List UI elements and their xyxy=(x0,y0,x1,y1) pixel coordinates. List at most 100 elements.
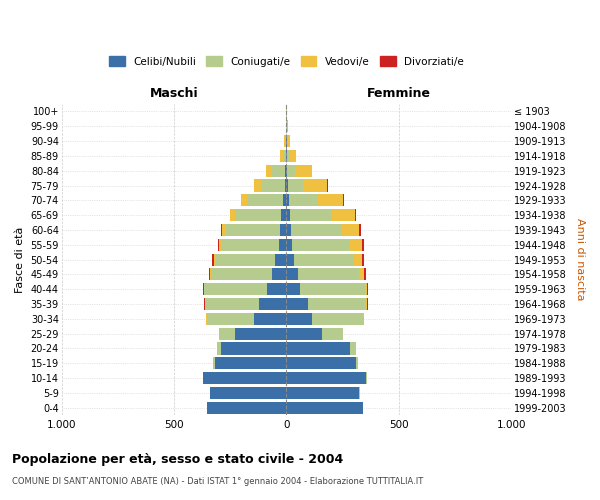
Bar xyxy=(355,209,356,222)
Bar xyxy=(210,387,286,399)
Bar xyxy=(204,283,205,296)
Bar xyxy=(286,357,356,370)
Bar xyxy=(221,224,223,236)
Bar xyxy=(280,224,286,236)
Text: COMUNE DI SANT’ANTONIO ABATE (NA) - Dati ISTAT 1° gennaio 2004 - Elaborazione TU: COMUNE DI SANT’ANTONIO ABATE (NA) - Dati… xyxy=(12,478,423,486)
Bar xyxy=(286,254,294,266)
Bar xyxy=(286,402,363,414)
Bar xyxy=(286,268,298,280)
Bar xyxy=(284,180,286,192)
Bar xyxy=(286,387,359,399)
Bar xyxy=(286,238,292,251)
Bar xyxy=(283,194,286,206)
Bar xyxy=(205,283,268,296)
Bar xyxy=(359,224,361,236)
Bar xyxy=(223,224,226,236)
Text: Femmine: Femmine xyxy=(367,86,431,100)
Bar xyxy=(366,298,367,310)
Bar xyxy=(343,194,344,206)
Bar xyxy=(206,298,259,310)
Bar xyxy=(356,357,358,370)
Bar xyxy=(332,209,355,222)
Bar xyxy=(362,254,364,266)
Bar xyxy=(235,328,286,340)
Bar xyxy=(266,164,272,177)
Bar xyxy=(289,194,318,206)
Bar xyxy=(206,313,254,325)
Bar xyxy=(272,268,286,280)
Bar xyxy=(262,180,284,192)
Bar xyxy=(286,180,287,192)
Bar xyxy=(289,150,296,162)
Bar xyxy=(221,342,286,354)
Bar xyxy=(214,254,215,266)
Bar xyxy=(292,238,349,251)
Bar xyxy=(280,150,283,162)
Bar xyxy=(247,194,283,206)
Bar xyxy=(210,268,211,280)
Bar xyxy=(286,372,366,384)
Bar xyxy=(259,298,286,310)
Bar xyxy=(365,283,367,296)
Y-axis label: Fasce di età: Fasce di età xyxy=(15,226,25,293)
Bar xyxy=(364,268,366,280)
Bar xyxy=(287,135,290,147)
Bar xyxy=(298,268,359,280)
Bar xyxy=(219,238,221,251)
Text: Popolazione per età, sesso e stato civile - 2004: Popolazione per età, sesso e stato civil… xyxy=(12,452,343,466)
Bar xyxy=(226,224,280,236)
Bar xyxy=(366,372,367,384)
Bar xyxy=(284,135,285,147)
Y-axis label: Anni di nascita: Anni di nascita xyxy=(575,218,585,301)
Bar xyxy=(218,238,219,251)
Bar xyxy=(272,164,286,177)
Bar xyxy=(254,180,262,192)
Legend: Celibi/Nubili, Coniugati/e, Vedovi/e, Divorziati/e: Celibi/Nubili, Coniugati/e, Vedovi/e, Di… xyxy=(106,54,467,70)
Bar xyxy=(206,402,286,414)
Bar xyxy=(268,283,286,296)
Bar xyxy=(290,209,332,222)
Bar xyxy=(300,283,365,296)
Bar xyxy=(209,268,210,280)
Bar xyxy=(295,164,312,177)
Bar xyxy=(281,209,286,222)
Bar xyxy=(278,238,286,251)
Bar xyxy=(212,254,214,266)
Bar xyxy=(312,313,363,325)
Bar xyxy=(286,224,291,236)
Bar xyxy=(327,180,328,192)
Bar xyxy=(275,254,286,266)
Bar xyxy=(341,224,359,236)
Bar xyxy=(287,180,303,192)
Bar xyxy=(287,150,289,162)
Bar xyxy=(285,135,286,147)
Bar xyxy=(203,283,204,296)
Bar xyxy=(215,357,286,370)
Bar xyxy=(354,254,362,266)
Text: Maschi: Maschi xyxy=(150,86,199,100)
Bar xyxy=(230,209,235,222)
Bar xyxy=(217,342,221,354)
Bar xyxy=(362,238,364,251)
Bar xyxy=(286,194,289,206)
Bar xyxy=(363,313,364,325)
Bar xyxy=(367,283,368,296)
Bar xyxy=(286,313,312,325)
Bar xyxy=(254,313,286,325)
Bar xyxy=(367,298,368,310)
Bar xyxy=(286,283,300,296)
Bar xyxy=(294,254,354,266)
Bar xyxy=(235,209,281,222)
Bar xyxy=(221,238,278,251)
Bar xyxy=(214,357,215,370)
Bar xyxy=(303,180,327,192)
Bar xyxy=(203,372,286,384)
Bar xyxy=(322,328,343,340)
Bar xyxy=(286,298,308,310)
Bar xyxy=(286,164,287,177)
Bar xyxy=(241,194,247,206)
Bar xyxy=(286,209,290,222)
Bar xyxy=(283,150,286,162)
Bar xyxy=(318,194,343,206)
Bar xyxy=(286,328,322,340)
